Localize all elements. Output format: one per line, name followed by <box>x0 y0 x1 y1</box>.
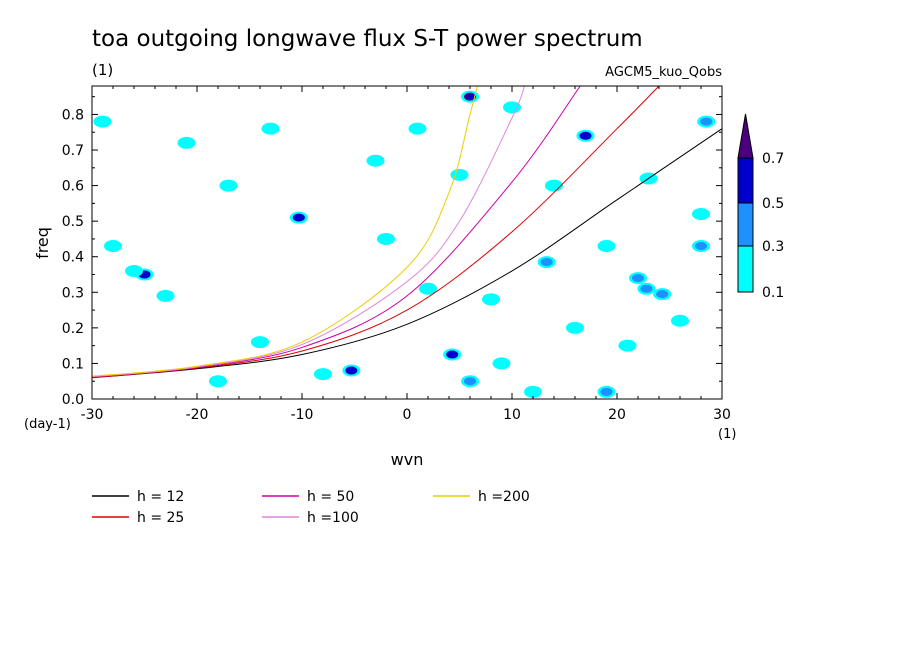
power-patch <box>692 208 710 221</box>
power-patch <box>503 101 521 114</box>
colorbar-label: 0.1 <box>762 285 784 301</box>
power-patch-core <box>464 377 476 386</box>
power-patch <box>219 179 238 192</box>
y-axis: 0.0 0.1 0.2 0.3 0.4 0.5 0.6 0.7 0.8 <box>62 96 722 408</box>
power-patch <box>545 179 563 192</box>
legend-label-h50: h = 50 <box>307 489 354 505</box>
colorbar-arrow <box>737 113 754 159</box>
x-tick-label: 10 <box>503 407 521 423</box>
curve-h25 <box>91 85 660 379</box>
legend-label-h200: h =200 <box>478 489 530 505</box>
power-patch <box>597 240 616 253</box>
power-patch <box>156 289 175 302</box>
power-patch <box>261 122 280 135</box>
power-patch-peak <box>466 94 474 100</box>
y-tick-label: 0.5 <box>62 214 84 230</box>
colorbar: 0.1 0.3 0.5 0.7 <box>737 113 784 301</box>
power-patch <box>618 339 637 352</box>
y-tick-label: 0.6 <box>62 179 84 195</box>
curve-h100 <box>91 85 526 378</box>
x-axis-label: wvn <box>391 450 424 469</box>
y-tick-label: 0.2 <box>62 321 84 337</box>
y-tick-label: 0.7 <box>62 143 84 159</box>
power-patch <box>671 314 689 327</box>
x-tick-label: 20 <box>608 407 626 423</box>
chart-subtitle-right: AGCM5_kuo_Qobs <box>605 65 722 80</box>
colorbar-box <box>737 245 754 293</box>
curve-h12 <box>91 128 723 379</box>
y-tick-label: 0.4 <box>62 250 84 266</box>
y-tick-label: 0.3 <box>62 285 84 301</box>
power-patch-peak <box>582 133 589 139</box>
power-patch <box>314 368 332 381</box>
x-tick-label: -10 <box>291 407 314 423</box>
power-patch-core <box>700 117 713 126</box>
power-patch-peak <box>347 368 355 374</box>
chart-subtitle-left: (1) <box>92 61 113 79</box>
power-patch <box>408 122 427 135</box>
x-tick-label: -20 <box>186 407 209 423</box>
colorbar-label: 0.5 <box>762 196 784 212</box>
legend: h = 12 h = 25 h = 50 h =100 h =200 <box>92 489 530 526</box>
power-patch-core <box>640 284 653 293</box>
power-patches <box>93 90 716 398</box>
power-patch-core <box>632 274 644 283</box>
power-patch-peak <box>448 352 456 358</box>
power-patch-core <box>656 290 669 299</box>
colorbar-label: 0.7 <box>762 151 784 167</box>
x-tick-label: 0 <box>403 407 412 423</box>
power-patch <box>524 385 542 398</box>
power-patch <box>366 154 385 167</box>
legend-label-h100: h =100 <box>307 510 359 526</box>
dispersion-curves <box>91 85 723 379</box>
colorbar-box <box>737 202 754 247</box>
y-axis-label: freq <box>33 227 52 259</box>
y-tick-label: 0.0 <box>62 392 84 408</box>
plot-frame <box>91 85 723 400</box>
colorbar-box <box>737 157 754 204</box>
power-patch-core <box>600 387 613 396</box>
curve-h200 <box>91 85 478 377</box>
chart-title: toa outgoing longwave flux S-T power spe… <box>92 26 643 52</box>
power-patch <box>251 336 269 349</box>
power-patch <box>566 321 584 334</box>
x-axis-unit: (1) <box>718 427 736 442</box>
colorbar-label: 0.3 <box>762 239 784 255</box>
power-patch <box>104 240 122 253</box>
legend-label-h12: h = 12 <box>137 489 184 505</box>
y-axis-unit: (day-1) <box>24 417 71 432</box>
x-tick-label: -30 <box>81 407 104 423</box>
power-patch <box>419 282 437 295</box>
power-patch-core <box>540 258 553 267</box>
y-tick-label: 0.1 <box>62 356 84 372</box>
power-patch <box>177 136 196 149</box>
power-patch-peak <box>141 272 148 278</box>
y-tick-label: 0.8 <box>62 107 84 123</box>
power-patch <box>209 375 227 388</box>
power-patch <box>377 232 395 245</box>
power-patch <box>492 357 511 370</box>
power-patch-core <box>695 242 707 251</box>
power-patch <box>93 115 112 128</box>
power-patch <box>450 168 469 181</box>
x-axis: -30 -20 -10 0 10 20 30 <box>81 86 731 423</box>
x-tick-label: 30 <box>713 407 731 423</box>
legend-label-h25: h = 25 <box>137 510 184 526</box>
power-patch <box>482 293 500 306</box>
power-patch-peak <box>295 215 303 221</box>
power-patch <box>125 264 143 277</box>
